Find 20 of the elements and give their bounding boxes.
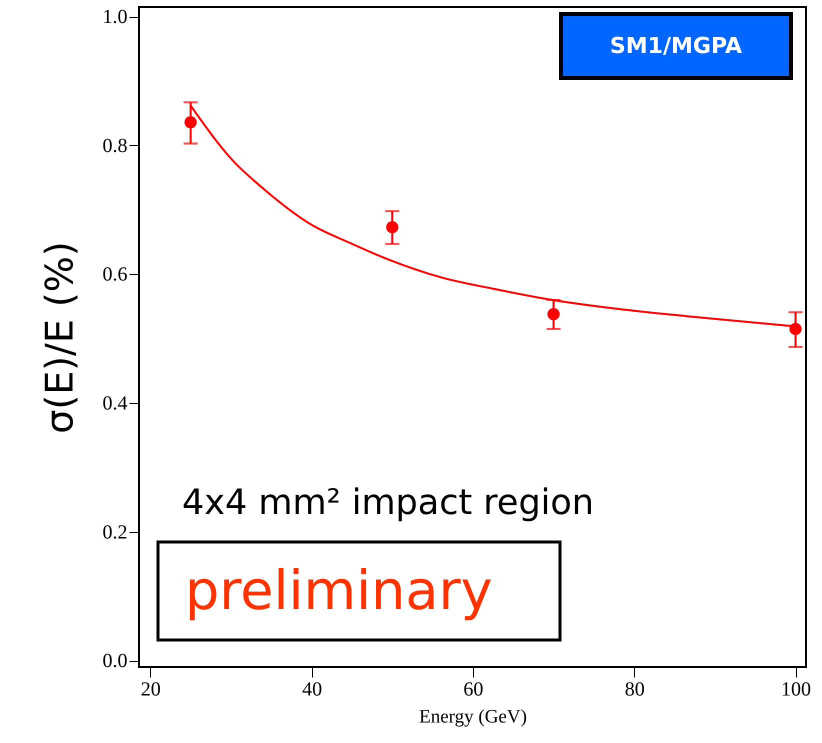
y-axis-title: σ(E)/E (%) bbox=[38, 241, 82, 434]
x-tick-label: 80 bbox=[624, 678, 645, 700]
point bbox=[386, 221, 398, 234]
point bbox=[547, 308, 560, 320]
point bbox=[184, 116, 197, 128]
annotation: 4x4 mm² impact region bbox=[182, 483, 594, 523]
annotation: preliminary bbox=[185, 559, 493, 622]
y-tick-label: 0.8 bbox=[102, 134, 128, 157]
x-tick-label: 20 bbox=[140, 678, 161, 700]
y-tick-label: 0.6 bbox=[102, 264, 128, 286]
y-tick-label: 1.0 bbox=[102, 6, 128, 28]
x-tick-label: 40 bbox=[302, 678, 322, 700]
x-axis-title: Energy (GeV) bbox=[419, 706, 527, 728]
annotation: SM1/MGPA bbox=[610, 34, 742, 59]
x-tick-label: 60 bbox=[463, 678, 484, 700]
y-tick-label: 0.0 bbox=[102, 650, 128, 672]
x-tick-label: 100 bbox=[781, 678, 812, 700]
y-tick-label: 0.2 bbox=[102, 521, 128, 544]
y-tick-label: 0.4 bbox=[102, 392, 128, 414]
point bbox=[789, 322, 802, 336]
